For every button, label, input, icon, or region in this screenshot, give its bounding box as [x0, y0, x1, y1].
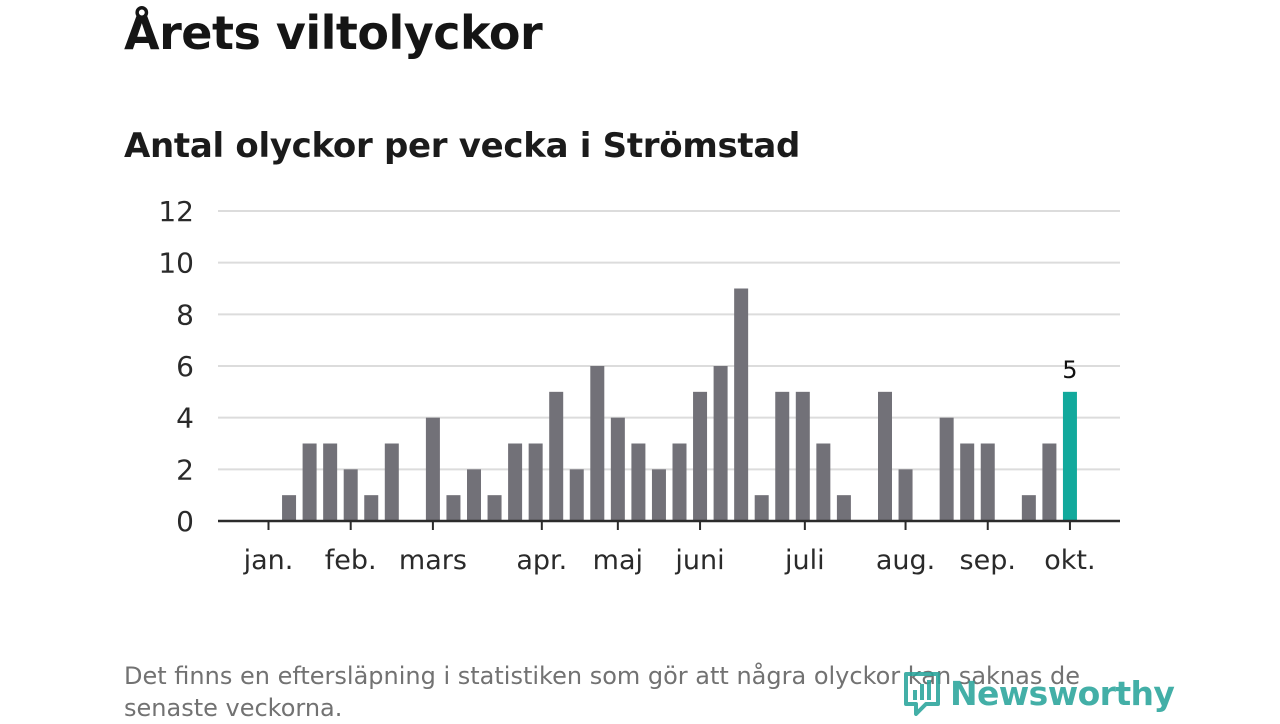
bar [1042, 443, 1057, 521]
y-tick-label: 12 [158, 195, 194, 228]
bar [590, 366, 605, 521]
bar [651, 469, 666, 521]
y-tick-label: 10 [158, 247, 194, 280]
y-tick-label: 0 [176, 505, 194, 538]
bar [898, 469, 913, 521]
x-month-label: jan. [243, 545, 294, 576]
x-month-label: juni [674, 545, 724, 576]
bar [425, 417, 440, 521]
bar [795, 391, 810, 521]
bar [610, 417, 625, 521]
bar [754, 495, 769, 521]
x-month-label: sep. [960, 545, 1016, 576]
bar [960, 443, 975, 521]
highlight-data-label: 5 [1062, 356, 1077, 384]
bar [980, 443, 995, 521]
x-month-label: apr. [516, 545, 567, 576]
bar [816, 443, 831, 521]
x-month-label: okt. [1044, 545, 1095, 576]
bar [693, 391, 708, 521]
newsworthy-logo: Newsworthy [902, 668, 1175, 718]
bar [343, 469, 358, 521]
newsworthy-logo-icon [904, 672, 940, 716]
y-tick-label: 6 [176, 350, 194, 383]
bar [569, 469, 584, 521]
bar [939, 417, 954, 521]
x-month-label: aug. [876, 545, 935, 576]
bar [631, 443, 646, 521]
y-tick-label: 4 [176, 402, 194, 435]
bar-chart: 0 2 4 6 8 10 12 jan. feb. mars apr. maj juni juli aug.… [158, 195, 1120, 576]
bar-highlight [1062, 391, 1077, 521]
newsworthy-logo-text: Newsworthy [950, 673, 1175, 713]
y-tick-label: 8 [176, 298, 194, 331]
y-tick-label: 2 [176, 453, 194, 486]
bar [775, 391, 790, 521]
x-month-label: maj [593, 545, 643, 576]
bar [878, 391, 892, 521]
bar [323, 443, 338, 521]
bar [672, 443, 687, 521]
bar [302, 443, 317, 521]
bar [836, 495, 851, 521]
bar [384, 443, 399, 521]
bar [734, 288, 749, 521]
bar [549, 391, 564, 521]
bar [467, 469, 481, 521]
bar [364, 495, 379, 521]
chart-title: Årets viltolyckor [124, 6, 543, 60]
bar [508, 443, 523, 521]
bar [1021, 495, 1036, 521]
bar [446, 495, 461, 521]
bar [282, 495, 297, 521]
x-month-label: feb. [325, 545, 377, 576]
bar [528, 443, 543, 521]
bar [487, 495, 502, 521]
x-month-label: juli [784, 545, 825, 576]
bar [713, 366, 728, 521]
x-month-label: mars [399, 545, 467, 576]
chart-subtitle: Antal olyckor per vecka i Strömstad [124, 126, 801, 166]
